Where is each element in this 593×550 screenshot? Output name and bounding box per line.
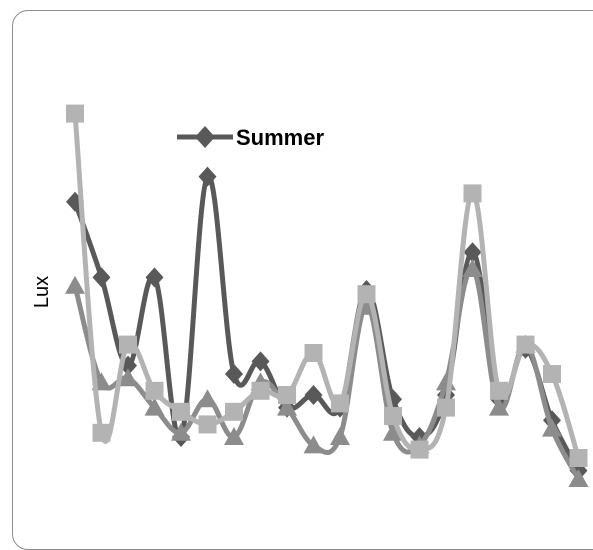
series-2-point-15 xyxy=(437,398,455,417)
series-3-point-5 xyxy=(171,422,191,441)
series-1-point-8 xyxy=(251,351,270,372)
series-2-point-10 xyxy=(304,344,323,362)
series-1-point-16 xyxy=(463,242,482,263)
series-3-point-19 xyxy=(542,418,562,437)
series-2-point-13 xyxy=(384,407,402,425)
series-3-point-3 xyxy=(118,368,138,387)
series-3-point-1 xyxy=(65,275,85,294)
series-2-point-3 xyxy=(119,335,137,354)
series-2-point-14 xyxy=(410,440,429,459)
series-3-point-11 xyxy=(330,427,350,445)
series-line-3 xyxy=(72,266,581,481)
series-2-point-11 xyxy=(331,394,349,413)
series-1-point-6 xyxy=(198,166,217,187)
series-2-point-6 xyxy=(198,415,217,434)
series-1-point-2 xyxy=(92,267,111,288)
series-3-point-13 xyxy=(383,422,403,441)
series-3-point-17 xyxy=(489,397,509,416)
series-3-point-16 xyxy=(462,259,483,277)
series-2-point-7 xyxy=(225,402,243,421)
series-2-point-5 xyxy=(172,402,190,421)
series-1-point-10 xyxy=(304,385,323,405)
legend-label-summer: Summer xyxy=(236,125,324,150)
series-2-point-12 xyxy=(357,285,376,304)
series-line-1 xyxy=(72,174,581,472)
chart-frame xyxy=(12,10,593,550)
y-axis-label: Lux xyxy=(31,276,53,308)
series-layer xyxy=(65,104,589,487)
series-2-point-18 xyxy=(516,335,535,354)
series-3-point-20 xyxy=(568,469,589,487)
series-2-point-8 xyxy=(251,381,270,400)
series-2-point-16 xyxy=(463,184,482,203)
series-2-point-19 xyxy=(543,365,561,383)
series-2-point-4 xyxy=(145,381,164,400)
series-1-point-4 xyxy=(145,267,164,288)
series-3-point-10 xyxy=(303,435,324,454)
legend: Summer xyxy=(177,125,324,150)
series-2-point-1 xyxy=(66,104,84,123)
line-chart: Lux Summer xyxy=(31,104,589,487)
series-1-point-7 xyxy=(225,364,243,384)
series-2-point-17 xyxy=(490,381,508,400)
series-2-point-2 xyxy=(92,423,111,442)
series-2-point-9 xyxy=(278,386,296,404)
series-2-point-20 xyxy=(569,449,588,467)
legend-marker-summer xyxy=(195,126,215,148)
series-3-point-9 xyxy=(277,397,297,416)
series-3-point-7 xyxy=(224,427,244,445)
series-3-point-4 xyxy=(144,397,165,416)
series-3-point-6 xyxy=(197,389,218,408)
